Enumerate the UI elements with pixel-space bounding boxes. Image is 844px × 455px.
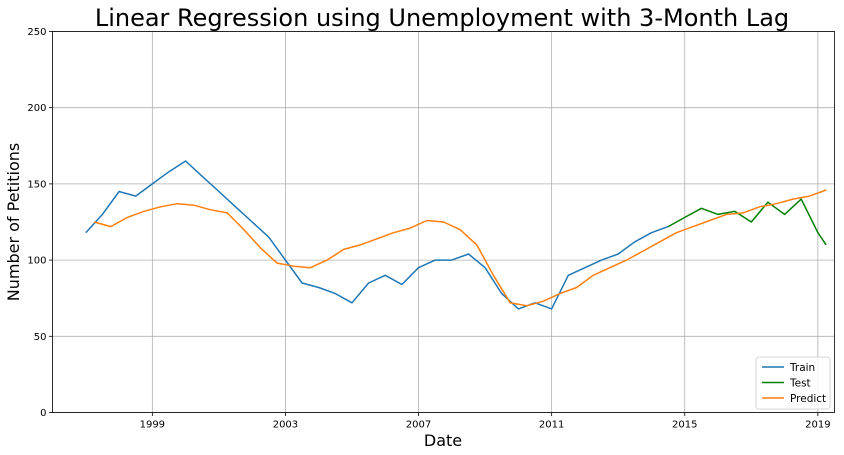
x-axis-label: Date <box>424 431 462 450</box>
legend-box <box>755 356 831 410</box>
x-tick-label: 1999 <box>140 420 165 431</box>
x-tick-label: 2007 <box>406 420 431 431</box>
y-tick-label: 150 <box>27 179 46 190</box>
y-tick-label: 0 <box>40 408 46 419</box>
y-tick-label: 250 <box>27 27 46 38</box>
train-series-line <box>85 160 669 310</box>
x-tick-label: 2003 <box>273 420 298 431</box>
legend-label-test: Test <box>789 378 811 390</box>
x-tick-label: 2015 <box>672 420 697 431</box>
y-tick-label: 100 <box>27 256 46 267</box>
legend-label-train: Train <box>789 362 815 374</box>
chart-title: Linear Regression using Unemployment wit… <box>95 4 789 32</box>
x-axis: 1999 2003 2007 2011 2015 2019 <box>140 412 831 431</box>
x-tick-label: 2019 <box>805 420 830 431</box>
series-layer <box>85 160 827 310</box>
x-tick-label: 2011 <box>539 420 564 431</box>
plot-area-frame <box>52 31 835 413</box>
y-tick-label: 50 <box>34 332 47 343</box>
legend: Train Test Predict <box>755 356 831 410</box>
y-tick-label: 200 <box>27 103 46 114</box>
y-axis: 0 50 100 150 200 250 <box>27 27 53 419</box>
test-series-line <box>667 198 827 246</box>
predict-series-line <box>93 189 827 307</box>
legend-label-predict: Predict <box>790 393 826 405</box>
y-axis-label: Number of Petitions <box>4 143 23 302</box>
